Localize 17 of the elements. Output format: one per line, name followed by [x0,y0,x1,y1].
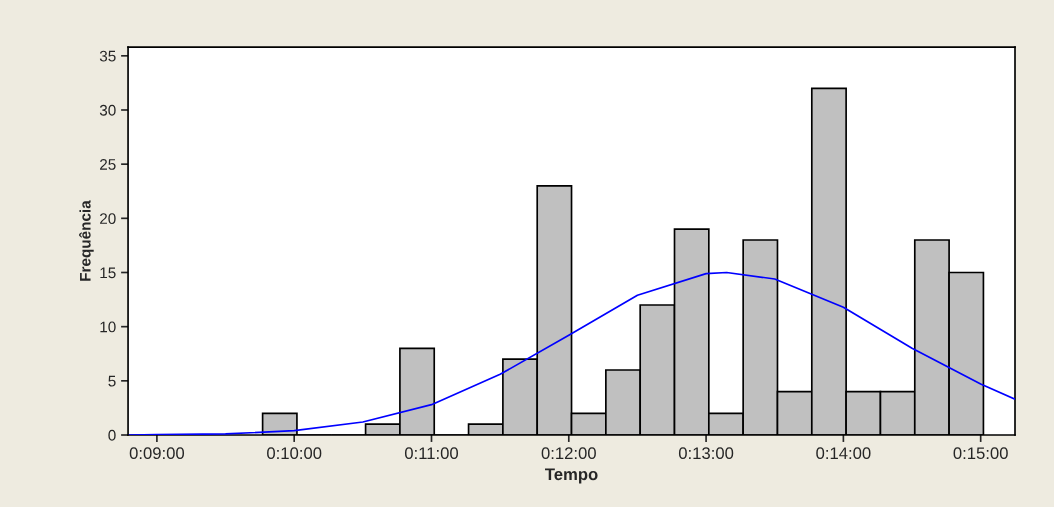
x-tick-label: 0:15:00 [953,447,1008,460]
y-axis-title: Frequência [79,200,94,281]
x-tick-label: 0:13:00 [678,447,734,460]
x-axis-title: Tempo [545,468,598,484]
y-tick-label: 30 [99,104,116,116]
x-tick-label: 0:09:00 [129,447,185,460]
y-tick-label: 5 [108,375,116,387]
y-tick-label: 15 [100,267,116,279]
y-tick-label: 35 [99,50,116,62]
y-tick-label: 0 [108,429,116,441]
y-tick-label: 25 [100,159,116,170]
x-tick-label: 0:12:00 [541,447,596,460]
x-tick-label: 0:10:00 [267,447,322,460]
x-tick-label: 0:11:00 [404,447,459,460]
y-tick-label: 10 [100,321,116,333]
x-tick-label: 0:14:00 [816,447,871,460]
y-tick-label: 20 [100,213,116,225]
